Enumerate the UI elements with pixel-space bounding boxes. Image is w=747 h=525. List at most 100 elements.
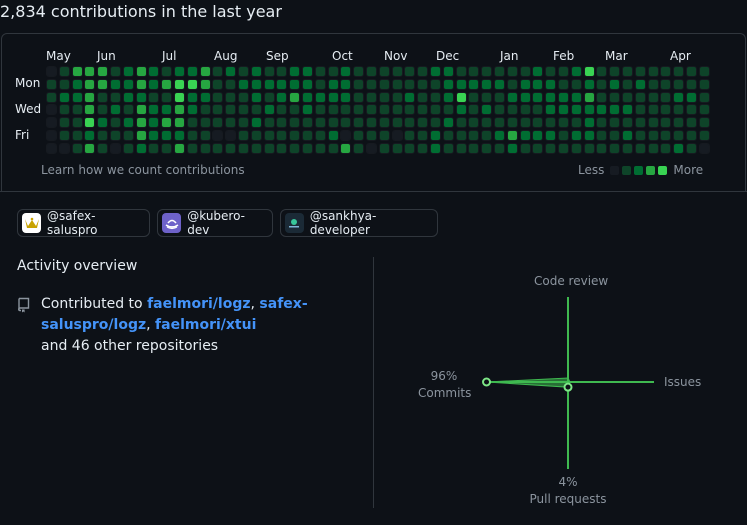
contribution-day[interactable]	[302, 91, 313, 103]
contribution-day[interactable]	[84, 142, 96, 154]
contribution-day[interactable]	[366, 104, 377, 116]
contribution-day[interactable]	[110, 117, 121, 129]
contribution-day[interactable]	[174, 78, 185, 90]
contribution-day[interactable]	[122, 117, 134, 129]
contribution-day[interactable]	[468, 130, 480, 141]
contribution-day[interactable]	[583, 142, 595, 154]
contribution-day[interactable]	[558, 91, 569, 103]
contribution-day[interactable]	[570, 104, 582, 116]
contribution-day[interactable]	[378, 104, 390, 116]
contribution-day[interactable]	[481, 104, 493, 116]
contribution-day[interactable]	[366, 130, 377, 141]
contribution-day[interactable]	[570, 142, 582, 154]
contribution-day[interactable]	[276, 104, 288, 116]
contribution-day[interactable]	[263, 91, 275, 103]
contribution-day[interactable]	[366, 78, 377, 90]
contribution-day[interactable]	[494, 66, 505, 77]
contribution-day[interactable]	[71, 78, 83, 90]
contribution-day[interactable]	[622, 142, 633, 154]
org-badge-sankhya-developer[interactable]: @sankhya-developer	[280, 209, 438, 237]
contribution-day[interactable]	[46, 78, 57, 90]
contribution-day[interactable]	[545, 66, 557, 77]
contribution-day[interactable]	[238, 130, 249, 141]
contribution-day[interactable]	[404, 142, 416, 154]
contribution-day[interactable]	[506, 104, 518, 116]
contribution-day[interactable]	[558, 142, 569, 154]
contribution-day[interactable]	[532, 130, 544, 141]
repo-link-faelmori-xtui[interactable]: faelmori/xtui	[155, 317, 257, 333]
contribution-day[interactable]	[174, 91, 185, 103]
contribution-day[interactable]	[468, 117, 480, 129]
contribution-day[interactable]	[250, 104, 262, 116]
contribution-day[interactable]	[404, 117, 416, 129]
contribution-day[interactable]	[494, 91, 505, 103]
contribution-day[interactable]	[647, 130, 659, 141]
contribution-day[interactable]	[609, 130, 621, 141]
contribution-day[interactable]	[468, 91, 480, 103]
contribution-day[interactable]	[558, 117, 569, 129]
contribution-day[interactable]	[545, 104, 557, 116]
contribution-day[interactable]	[263, 130, 275, 141]
contribution-day[interactable]	[148, 78, 160, 90]
contribution-day[interactable]	[673, 142, 685, 154]
contribution-day[interactable]	[302, 130, 313, 141]
contribution-day[interactable]	[417, 78, 429, 90]
contribution-day[interactable]	[263, 117, 275, 129]
contribution-day[interactable]	[378, 78, 390, 90]
contribution-day[interactable]	[506, 78, 518, 90]
contribution-day[interactable]	[289, 66, 301, 77]
contribution-day[interactable]	[289, 104, 301, 116]
contribution-day[interactable]	[442, 104, 454, 116]
contribution-day[interactable]	[506, 117, 518, 129]
contribution-day[interactable]	[186, 91, 198, 103]
contribution-day[interactable]	[340, 117, 352, 129]
contribution-day[interactable]	[238, 78, 249, 90]
contribution-day[interactable]	[71, 142, 83, 154]
contribution-day[interactable]	[58, 117, 70, 129]
contribution-day[interactable]	[404, 66, 416, 77]
contribution-day[interactable]	[698, 130, 710, 141]
contribution-day[interactable]	[519, 117, 531, 129]
contribution-day[interactable]	[417, 117, 429, 129]
contribution-day[interactable]	[327, 130, 339, 141]
contribution-day[interactable]	[532, 142, 544, 154]
contribution-day[interactable]	[122, 66, 134, 77]
contribution-day[interactable]	[660, 91, 672, 103]
contribution-day[interactable]	[353, 66, 365, 77]
contribution-day[interactable]	[97, 66, 109, 77]
contribution-day[interactable]	[174, 142, 185, 154]
contribution-day[interactable]	[263, 104, 275, 116]
contribution-day[interactable]	[558, 66, 569, 77]
contribution-day[interactable]	[673, 130, 685, 141]
contribution-day[interactable]	[97, 130, 109, 141]
contribution-day[interactable]	[110, 142, 121, 154]
contribution-day[interactable]	[84, 91, 96, 103]
contribution-day[interactable]	[161, 104, 173, 116]
contribution-day[interactable]	[366, 142, 377, 154]
contribution-day[interactable]	[596, 117, 608, 129]
contribution-day[interactable]	[84, 66, 96, 77]
contribution-day[interactable]	[455, 130, 467, 141]
org-badge-safex-saluspro[interactable]: @safex-saluspro	[17, 209, 150, 237]
contribution-day[interactable]	[302, 104, 313, 116]
contribution-day[interactable]	[174, 117, 185, 129]
contribution-day[interactable]	[84, 104, 96, 116]
contribution-day[interactable]	[327, 142, 339, 154]
contribution-day[interactable]	[673, 66, 685, 77]
contribution-day[interactable]	[596, 104, 608, 116]
contribution-day[interactable]	[494, 142, 505, 154]
contribution-day[interactable]	[340, 66, 352, 77]
contribution-day[interactable]	[609, 66, 621, 77]
contribution-day[interactable]	[340, 104, 352, 116]
contribution-day[interactable]	[122, 130, 134, 141]
contribution-day[interactable]	[596, 91, 608, 103]
contribution-day[interactable]	[212, 117, 224, 129]
contribution-day[interactable]	[58, 66, 70, 77]
contribution-day[interactable]	[174, 66, 185, 77]
contribution-day[interactable]	[71, 117, 83, 129]
contribution-day[interactable]	[97, 142, 109, 154]
contribution-day[interactable]	[686, 117, 697, 129]
contribution-day[interactable]	[417, 91, 429, 103]
contribution-day[interactable]	[481, 78, 493, 90]
contribution-day[interactable]	[455, 104, 467, 116]
